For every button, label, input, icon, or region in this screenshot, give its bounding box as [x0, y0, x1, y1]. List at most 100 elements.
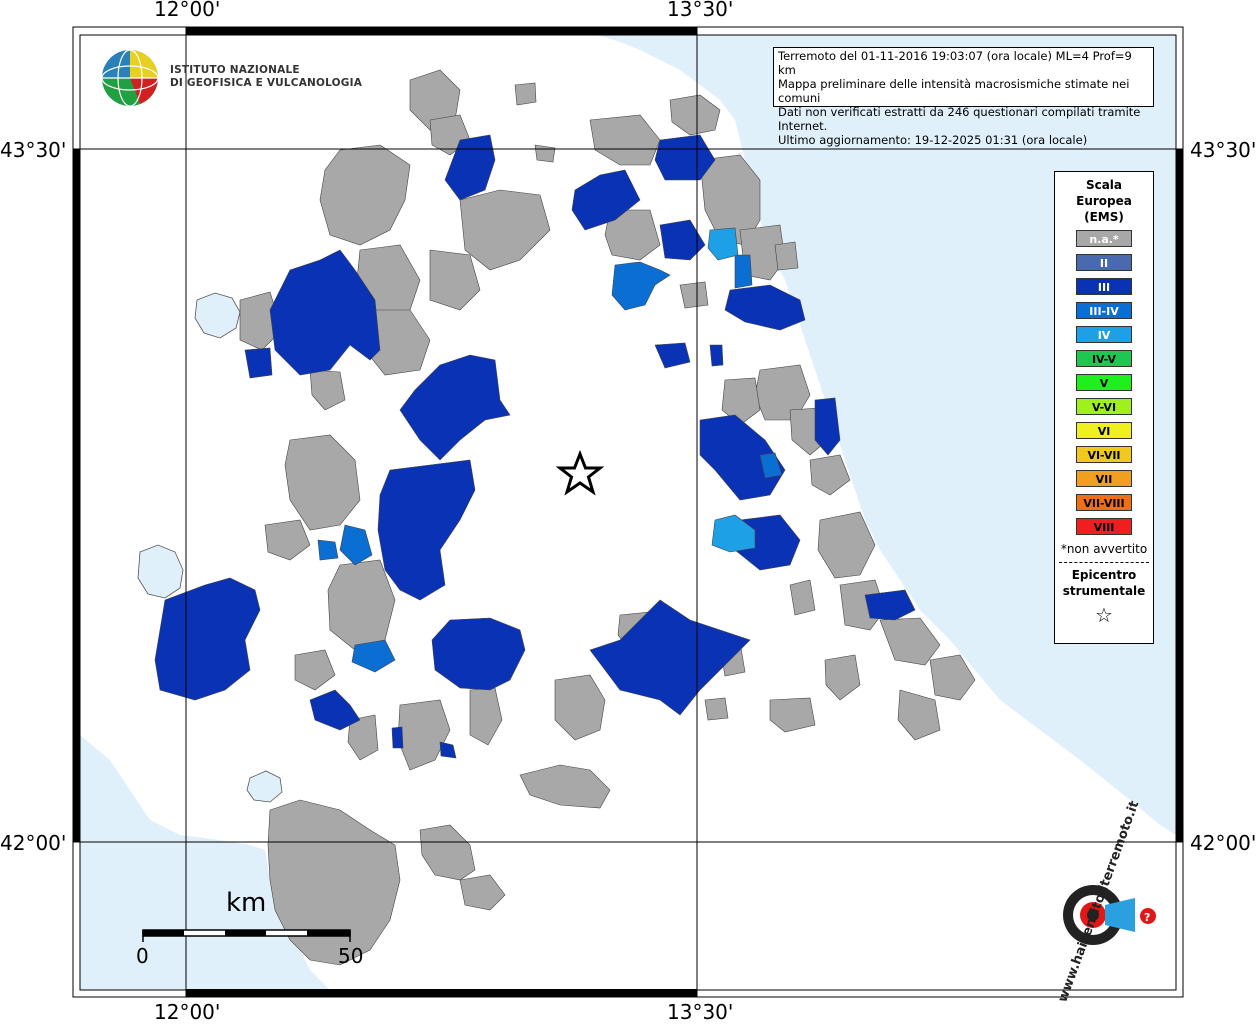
municipality-na-17 — [879, 617, 941, 666]
municipality-iii-53 — [571, 169, 641, 231]
municipality-na-34 — [309, 369, 346, 411]
municipality-na-42 — [419, 824, 476, 881]
lon-label-top-left: 12°00' — [154, 0, 221, 21]
municipality-iii-64 — [439, 741, 457, 759]
municipality-iiiiv-67 — [339, 524, 373, 566]
lon-label-bottom-left: 12°00' — [154, 1000, 221, 1024]
municipality-polygons — [154, 69, 976, 966]
svg-text:?: ? — [1144, 911, 1150, 924]
municipality-iii-47 — [377, 459, 476, 601]
legend-swatch-7: V-VI — [1076, 398, 1132, 415]
legend-swatch-12: VIII — [1076, 518, 1132, 535]
legend-swatches: n.a.* II III III-IV IV IV-V V V-VI VI VI-VII VII VI… — [1055, 230, 1153, 535]
institute-line1: ISTITUTO NAZIONALE — [170, 64, 300, 76]
municipality-na-40 — [679, 281, 709, 309]
event-info-line1: Terremoto del 01-11-2016 19:03:07 (ora l… — [778, 49, 1132, 77]
legend-title-line2: Europea — [1076, 194, 1132, 208]
municipality-na-2 — [459, 189, 551, 271]
municipality-iii-56 — [724, 284, 806, 331]
municipality-iii-54 — [654, 134, 716, 181]
municipality-na-23 — [294, 649, 336, 691]
municipality-iii-63 — [244, 347, 273, 379]
adriatic-sea — [598, 35, 1176, 835]
municipality-iii-49 — [431, 617, 526, 691]
scale-min: 0 — [136, 944, 149, 968]
municipality-iii-45 — [269, 249, 381, 376]
municipality-na-37 — [514, 82, 537, 106]
lake-bolsena — [137, 544, 184, 599]
legend-epicenter-line2: strumentale — [1062, 584, 1146, 598]
legend-swatch-2: III — [1076, 278, 1132, 295]
municipality-na-43 — [459, 874, 506, 911]
municipality-iv-73 — [707, 227, 739, 261]
municipality-na-44 — [824, 654, 861, 701]
municipality-iii-48 — [154, 577, 261, 701]
municipality-na-8 — [669, 94, 721, 136]
municipality-iii-62 — [709, 344, 724, 367]
municipality-na-7 — [604, 209, 661, 261]
municipality-na-30 — [789, 579, 816, 616]
scale-unit: km — [226, 888, 267, 918]
legend-swatch-1: II — [1076, 254, 1132, 271]
lat-label-bottom-right: 42°00' — [1190, 831, 1256, 855]
legend-swatch-3: III-IV — [1076, 302, 1132, 319]
lake-trasimeno — [194, 292, 241, 339]
municipality-iii-65 — [391, 726, 404, 749]
municipality-iii-50 — [589, 599, 751, 716]
epicenter-star — [555, 449, 605, 496]
municipality-na-19 — [897, 689, 941, 741]
legend-title-line1: Scala — [1085, 178, 1123, 192]
municipality-na-5 — [429, 249, 481, 311]
intensity-legend: Scala Europea (EMS) n.a.* II III III-IV IV IV… — [1054, 171, 1154, 644]
municipality-na-26 — [554, 674, 606, 741]
haisentito-logo: ? — [1063, 885, 1156, 945]
municipality-na-15 — [817, 511, 876, 579]
municipality-na-22 — [327, 559, 396, 651]
legend-swatch-4: IV — [1076, 326, 1132, 343]
municipality-na-35 — [347, 714, 379, 761]
legend-note: *non avvertito — [1060, 542, 1148, 556]
municipality-na-12 — [721, 377, 761, 426]
municipality-iiiiv-66 — [611, 261, 671, 311]
scale-bar — [142, 929, 351, 942]
legend-star-icon: ☆ — [1095, 603, 1113, 627]
event-info-line2: Mappa preliminare delle intensità macros… — [778, 77, 1130, 105]
legend-title-line3: (EMS) — [1084, 210, 1124, 224]
institute-name: ISTITUTO NAZIONALE DI GEOFISICA E VULCAN… — [170, 64, 362, 90]
legend-swatch-10: VII — [1076, 470, 1132, 487]
municipality-na-27 — [519, 764, 611, 809]
municipality-iiiiv-70 — [734, 254, 753, 289]
event-info-line4: Ultimo aggiornamento: 19-12-2025 01:31 (… — [778, 133, 1088, 147]
municipality-iii-52 — [444, 134, 496, 201]
legend-epicenter-label: Epicentro strumentale — [1055, 567, 1153, 599]
tyrrhenian-sea — [80, 735, 330, 990]
municipality-na-39 — [774, 241, 799, 271]
legend-title: Scala Europea (EMS) — [1055, 177, 1153, 225]
event-info-box: Terremoto del 01-11-2016 19:03:07 (ora l… — [773, 47, 1154, 147]
municipality-iii-60 — [814, 397, 841, 456]
legend-swatch-0: n.a.* — [1076, 230, 1132, 247]
municipality-na-14 — [809, 454, 851, 496]
legend-swatch-11: VII-VIII — [1076, 494, 1132, 511]
municipality-na-29 — [769, 697, 816, 733]
lat-label-top-left: 43°30' — [0, 138, 67, 162]
municipality-iii-46 — [399, 354, 511, 461]
municipality-iii-57 — [699, 414, 786, 501]
municipality-na-41 — [267, 799, 401, 966]
scale-max: 50 — [338, 944, 364, 968]
municipality-iiiiv-69 — [759, 452, 783, 479]
legend-swatch-6: V — [1076, 374, 1132, 391]
municipality-iv-72 — [711, 514, 756, 553]
municipality-na-38 — [534, 144, 556, 163]
municipality-na-6 — [589, 114, 661, 166]
municipality-iii-61 — [654, 342, 691, 369]
legend-divider — [1059, 562, 1149, 563]
lon-label-bottom-right: 13°30' — [667, 1000, 734, 1024]
municipality-na-18 — [929, 654, 976, 701]
municipality-na-21 — [264, 519, 311, 561]
municipality-iii-51 — [309, 689, 361, 731]
legend-swatch-5: IV-V — [1076, 350, 1132, 367]
lon-label-top-right: 13°30' — [667, 0, 734, 21]
municipality-na-20 — [284, 434, 361, 531]
